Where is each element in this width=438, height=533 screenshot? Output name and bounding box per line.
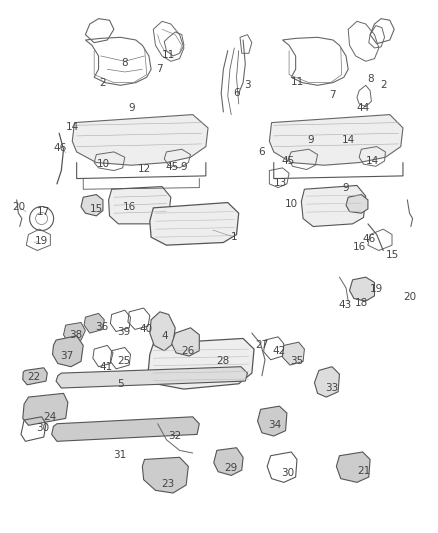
Polygon shape	[81, 195, 103, 216]
Text: 24: 24	[43, 413, 56, 422]
Text: 9: 9	[128, 103, 135, 112]
Text: 8: 8	[367, 74, 374, 84]
Polygon shape	[314, 367, 339, 397]
Polygon shape	[53, 336, 83, 367]
Text: 38: 38	[69, 330, 82, 340]
Text: 36: 36	[95, 322, 109, 332]
Text: 6: 6	[233, 88, 240, 98]
Text: 25: 25	[117, 357, 131, 366]
Text: 23: 23	[161, 479, 174, 489]
Polygon shape	[142, 457, 188, 493]
Text: 1: 1	[231, 232, 238, 242]
Text: 5: 5	[117, 379, 124, 389]
Text: 11: 11	[291, 77, 304, 86]
Text: 32: 32	[168, 431, 181, 441]
Text: 10: 10	[285, 199, 298, 209]
Text: 15: 15	[385, 250, 399, 260]
Polygon shape	[72, 115, 208, 165]
Polygon shape	[23, 368, 47, 385]
Polygon shape	[346, 195, 368, 213]
Polygon shape	[84, 313, 104, 333]
Text: 12: 12	[138, 165, 151, 174]
Text: 46: 46	[363, 234, 376, 244]
Text: 46: 46	[54, 143, 67, 153]
Text: 20: 20	[403, 293, 416, 302]
Text: 31: 31	[113, 450, 126, 459]
Text: 45: 45	[282, 157, 295, 166]
Text: 44: 44	[356, 103, 369, 113]
Polygon shape	[172, 328, 199, 356]
Text: 18: 18	[355, 298, 368, 308]
Text: 2: 2	[380, 80, 387, 90]
Polygon shape	[56, 367, 247, 388]
Polygon shape	[150, 312, 175, 351]
Text: 35: 35	[290, 357, 304, 366]
Text: 21: 21	[357, 466, 370, 475]
Text: 9: 9	[307, 135, 314, 145]
Text: 3: 3	[244, 80, 251, 90]
Text: 11: 11	[162, 50, 175, 60]
Polygon shape	[301, 185, 366, 227]
Text: 14: 14	[342, 135, 355, 145]
Text: 34: 34	[268, 421, 282, 430]
Text: 7: 7	[156, 64, 163, 74]
Text: 45: 45	[166, 162, 179, 172]
Polygon shape	[64, 322, 85, 342]
Text: 19: 19	[370, 285, 383, 294]
Text: 26: 26	[181, 346, 194, 356]
Polygon shape	[23, 393, 68, 425]
Text: 9: 9	[343, 183, 350, 193]
Text: 30: 30	[282, 469, 295, 478]
Text: 13: 13	[274, 178, 287, 188]
Text: 9: 9	[180, 162, 187, 172]
Text: 6: 6	[258, 147, 265, 157]
Text: 20: 20	[12, 202, 25, 212]
Text: 7: 7	[329, 90, 336, 100]
Text: 4: 4	[161, 331, 168, 341]
Text: 30: 30	[36, 423, 49, 433]
Text: 37: 37	[60, 351, 74, 361]
Text: 14: 14	[66, 122, 79, 132]
Text: 28: 28	[216, 357, 229, 366]
Text: 17: 17	[37, 207, 50, 217]
Polygon shape	[258, 406, 287, 436]
Polygon shape	[214, 448, 243, 475]
Polygon shape	[269, 115, 403, 165]
Text: 29: 29	[225, 463, 238, 473]
Text: 19: 19	[35, 237, 48, 246]
Text: 27: 27	[255, 341, 268, 350]
Text: 2: 2	[99, 78, 106, 87]
Text: 22: 22	[28, 373, 41, 382]
Text: 39: 39	[117, 327, 131, 337]
Text: 33: 33	[325, 383, 339, 393]
Text: 42: 42	[273, 346, 286, 356]
Text: 15: 15	[90, 205, 103, 214]
Text: 8: 8	[121, 58, 128, 68]
Text: 16: 16	[353, 242, 366, 252]
Text: 10: 10	[96, 159, 110, 169]
Polygon shape	[350, 277, 374, 301]
Polygon shape	[150, 203, 239, 245]
Text: 40: 40	[139, 325, 152, 334]
Polygon shape	[283, 342, 304, 365]
Polygon shape	[336, 452, 370, 482]
Polygon shape	[148, 338, 254, 389]
Polygon shape	[52, 417, 199, 441]
Text: 16: 16	[123, 202, 136, 212]
Text: 43: 43	[339, 301, 352, 310]
Text: 14: 14	[366, 157, 379, 166]
Polygon shape	[109, 187, 171, 224]
Text: 41: 41	[100, 362, 113, 372]
